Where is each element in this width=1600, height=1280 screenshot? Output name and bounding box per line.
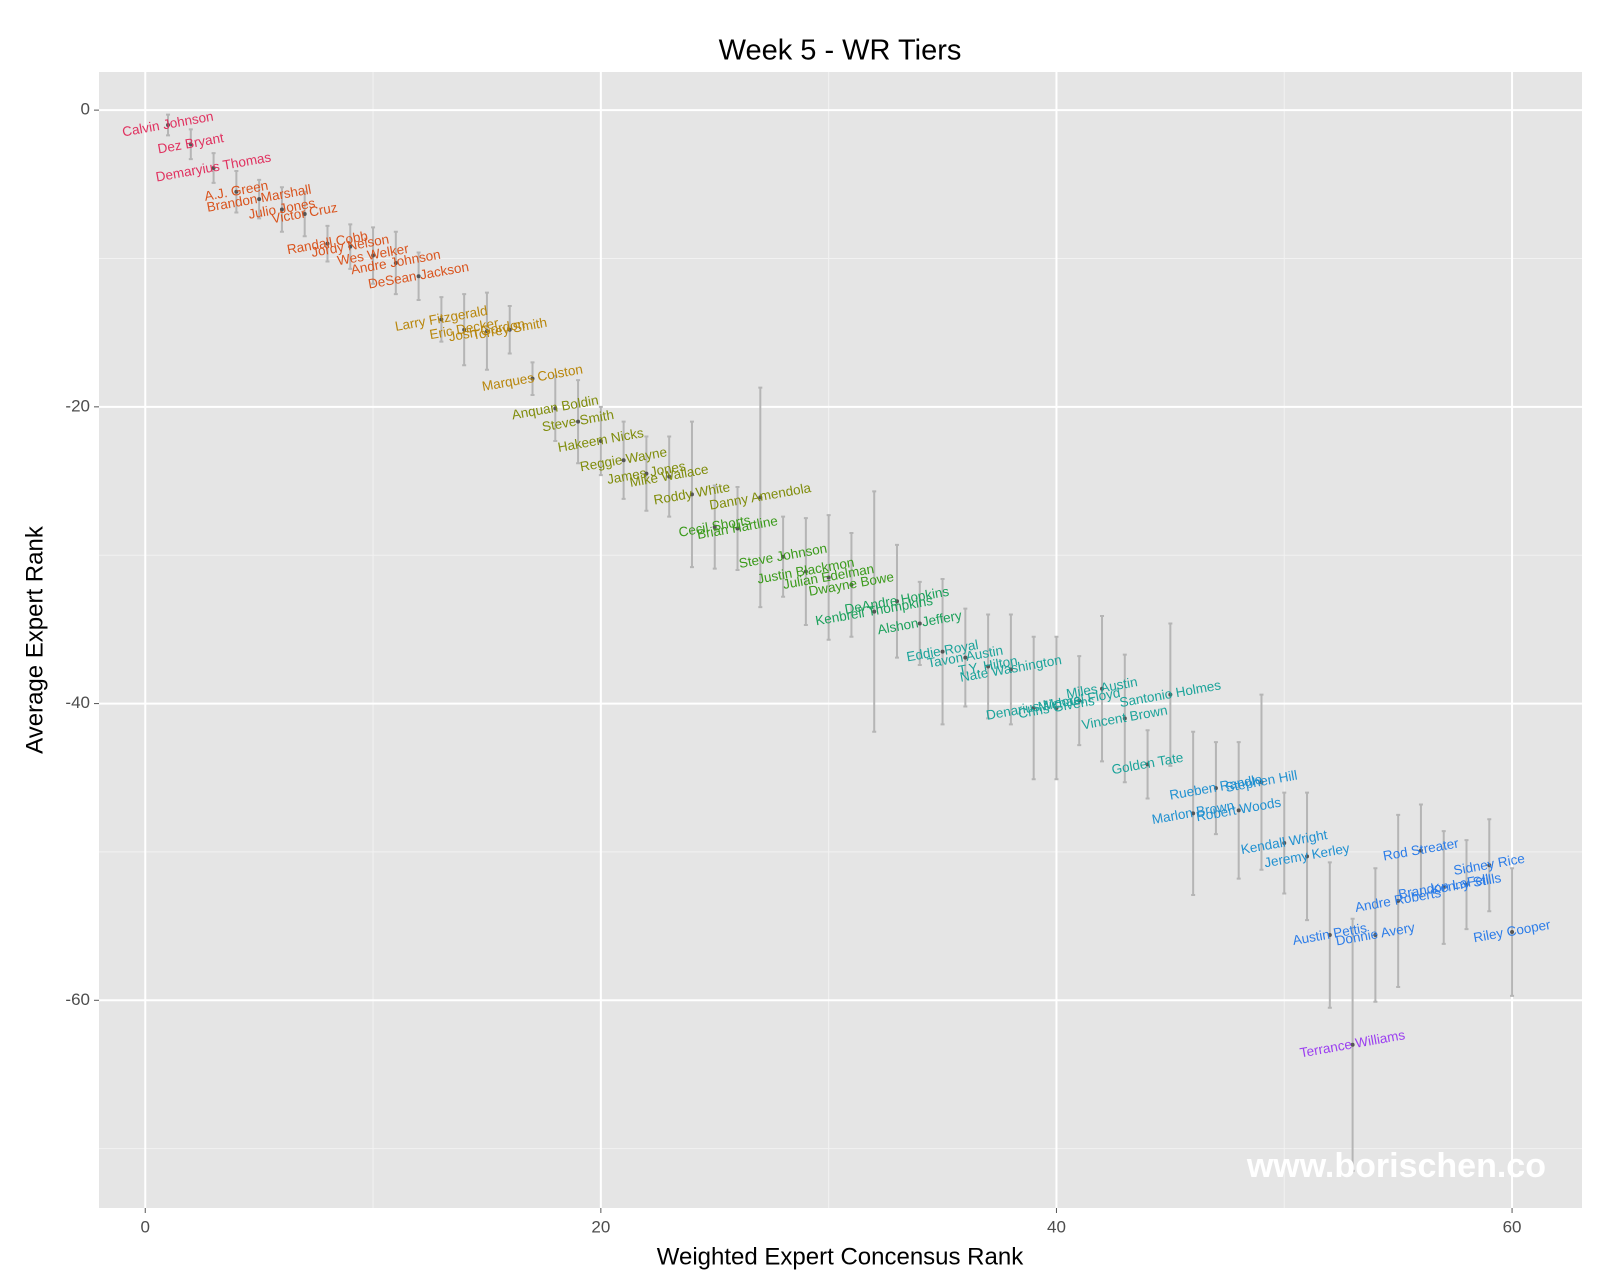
point bbox=[553, 406, 558, 411]
plot-background bbox=[99, 72, 1582, 1208]
point bbox=[1031, 706, 1036, 711]
point bbox=[371, 253, 376, 258]
y-tick-label: -40 bbox=[65, 693, 90, 712]
point bbox=[211, 165, 216, 170]
point bbox=[1441, 885, 1446, 890]
point bbox=[257, 197, 262, 202]
point bbox=[1305, 854, 1310, 859]
point bbox=[1236, 808, 1241, 813]
point bbox=[1327, 933, 1332, 938]
y-tick-label: 0 bbox=[81, 100, 90, 119]
point bbox=[416, 274, 421, 279]
point bbox=[166, 122, 171, 127]
point bbox=[530, 376, 535, 381]
y-tick-label: -20 bbox=[65, 396, 90, 415]
x-tick-label: 0 bbox=[141, 1217, 150, 1236]
point bbox=[712, 525, 717, 530]
point bbox=[348, 244, 353, 249]
x-tick-label: 60 bbox=[1503, 1217, 1522, 1236]
point bbox=[735, 526, 740, 531]
point bbox=[849, 582, 854, 587]
point bbox=[1510, 930, 1515, 935]
point bbox=[188, 142, 193, 147]
point bbox=[1122, 716, 1127, 721]
point bbox=[826, 575, 831, 580]
point bbox=[1191, 811, 1196, 816]
point bbox=[484, 329, 489, 334]
point bbox=[1464, 882, 1469, 887]
y-tick-label: -60 bbox=[65, 990, 90, 1009]
point bbox=[1487, 863, 1492, 868]
point bbox=[507, 327, 512, 332]
point bbox=[940, 649, 945, 654]
point bbox=[917, 621, 922, 626]
point bbox=[462, 327, 467, 332]
point bbox=[598, 438, 603, 443]
point bbox=[781, 554, 786, 559]
point bbox=[302, 211, 307, 216]
chart-title: Week 5 - WR Tiers bbox=[719, 35, 962, 67]
point bbox=[803, 569, 808, 574]
point bbox=[234, 189, 239, 194]
point bbox=[689, 492, 694, 497]
point bbox=[894, 599, 899, 604]
point bbox=[1373, 933, 1378, 938]
point bbox=[1418, 848, 1423, 853]
point bbox=[1054, 706, 1059, 711]
point bbox=[1145, 762, 1150, 767]
point bbox=[621, 458, 626, 463]
point bbox=[872, 609, 877, 614]
point bbox=[576, 419, 581, 424]
point bbox=[1259, 780, 1264, 785]
point bbox=[963, 655, 968, 660]
point bbox=[758, 495, 763, 500]
point bbox=[1168, 692, 1173, 697]
point bbox=[1213, 786, 1218, 791]
y-axis-label: Average Expert Rank bbox=[21, 525, 48, 754]
x-tick-label: 40 bbox=[1047, 1217, 1066, 1236]
point bbox=[644, 471, 649, 476]
point bbox=[1282, 841, 1287, 846]
x-tick-label: 20 bbox=[591, 1217, 610, 1236]
point bbox=[1100, 686, 1105, 691]
point bbox=[1396, 898, 1401, 903]
point bbox=[667, 474, 672, 479]
point bbox=[325, 241, 330, 246]
point bbox=[1008, 667, 1013, 672]
point bbox=[986, 664, 991, 669]
point bbox=[279, 207, 284, 212]
point bbox=[1077, 698, 1082, 703]
point bbox=[1350, 1042, 1355, 1047]
point bbox=[439, 317, 444, 322]
x-axis-label: Weighted Expert Concensus Rank bbox=[657, 1243, 1024, 1270]
watermark: www.borischen.co bbox=[1246, 1147, 1546, 1185]
point bbox=[393, 260, 398, 265]
